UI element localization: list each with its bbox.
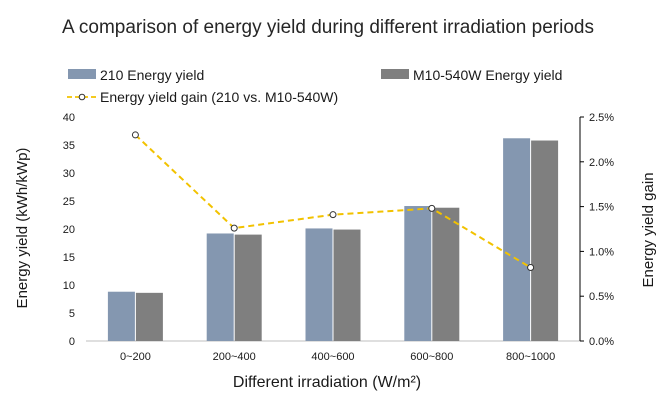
plot-area: 0 5 10 15 20 25 30 35 40 0.0% 0.5% 1.0% 1.5% 2.0% 2.5%… — [63, 112, 615, 363]
legend-label-210: 210 Energy yield — [100, 67, 204, 83]
gain-point-4 — [527, 264, 535, 272]
legend-label-gain: Energy yield gain (210 vs. M10-540W) — [100, 89, 338, 105]
y-tick-label: 25 — [63, 196, 75, 208]
legend-swatch-210 — [68, 69, 96, 79]
x-axis-title: Different irradiation (W/m²) — [233, 374, 421, 391]
y-tick-label: 0 — [69, 336, 75, 348]
y2-tick-label: 2.0% — [589, 157, 614, 169]
gain-line — [134, 134, 532, 269]
bar-m10-1 — [234, 234, 262, 341]
y-tick-label: 10 — [63, 280, 75, 292]
legend-swatch-m10 — [381, 69, 409, 79]
bar-210-0 — [107, 291, 135, 341]
y2-tick-label: 0.0% — [589, 336, 614, 348]
x-tick-label: 400~600 — [311, 351, 354, 363]
y-tick-label: 30 — [63, 168, 75, 180]
x-tick-label: 200~400 — [213, 351, 256, 363]
bar-210-3 — [404, 206, 432, 341]
bar-210-4 — [503, 138, 531, 341]
y2-tick-label: 1.0% — [589, 246, 614, 258]
y2-tick-label: 0.5% — [589, 291, 614, 303]
legend-marker-gain — [78, 93, 86, 101]
gain-point-1 — [230, 224, 238, 232]
y2-axis-title: Energy yield gain — [640, 172, 657, 287]
x-tick-label: 0~200 — [120, 351, 151, 363]
gain-point-0 — [131, 131, 139, 139]
bar-210-1 — [206, 233, 234, 341]
bar-210-2 — [305, 228, 333, 341]
y-tick-label: 5 — [69, 308, 75, 320]
bar-m10-0 — [135, 292, 163, 341]
y-tick-label: 40 — [63, 112, 75, 124]
gain-point-3 — [428, 204, 436, 212]
y-tick-label: 35 — [63, 140, 75, 152]
x-tick-label: 800~1000 — [506, 351, 555, 363]
bar-m10-3 — [432, 207, 460, 341]
bar-m10-4 — [531, 140, 559, 341]
y2-tick-label: 2.5% — [589, 112, 614, 124]
chart-title: A comparison of energy yield during diff… — [62, 17, 594, 38]
gain-point-2 — [329, 211, 337, 219]
legend: 210 Energy yield M10-540W Energy yield E… — [67, 67, 562, 105]
y-tick-label: 20 — [63, 224, 75, 236]
x-tick-label: 600~800 — [410, 351, 453, 363]
y-axis-title: Energy yield (kWh/kWp) — [14, 148, 31, 309]
y-tick-label: 15 — [63, 252, 75, 264]
bar-m10-2 — [333, 229, 361, 341]
legend-label-m10: M10-540W Energy yield — [413, 67, 562, 83]
y2-tick-label: 1.5% — [589, 202, 614, 214]
